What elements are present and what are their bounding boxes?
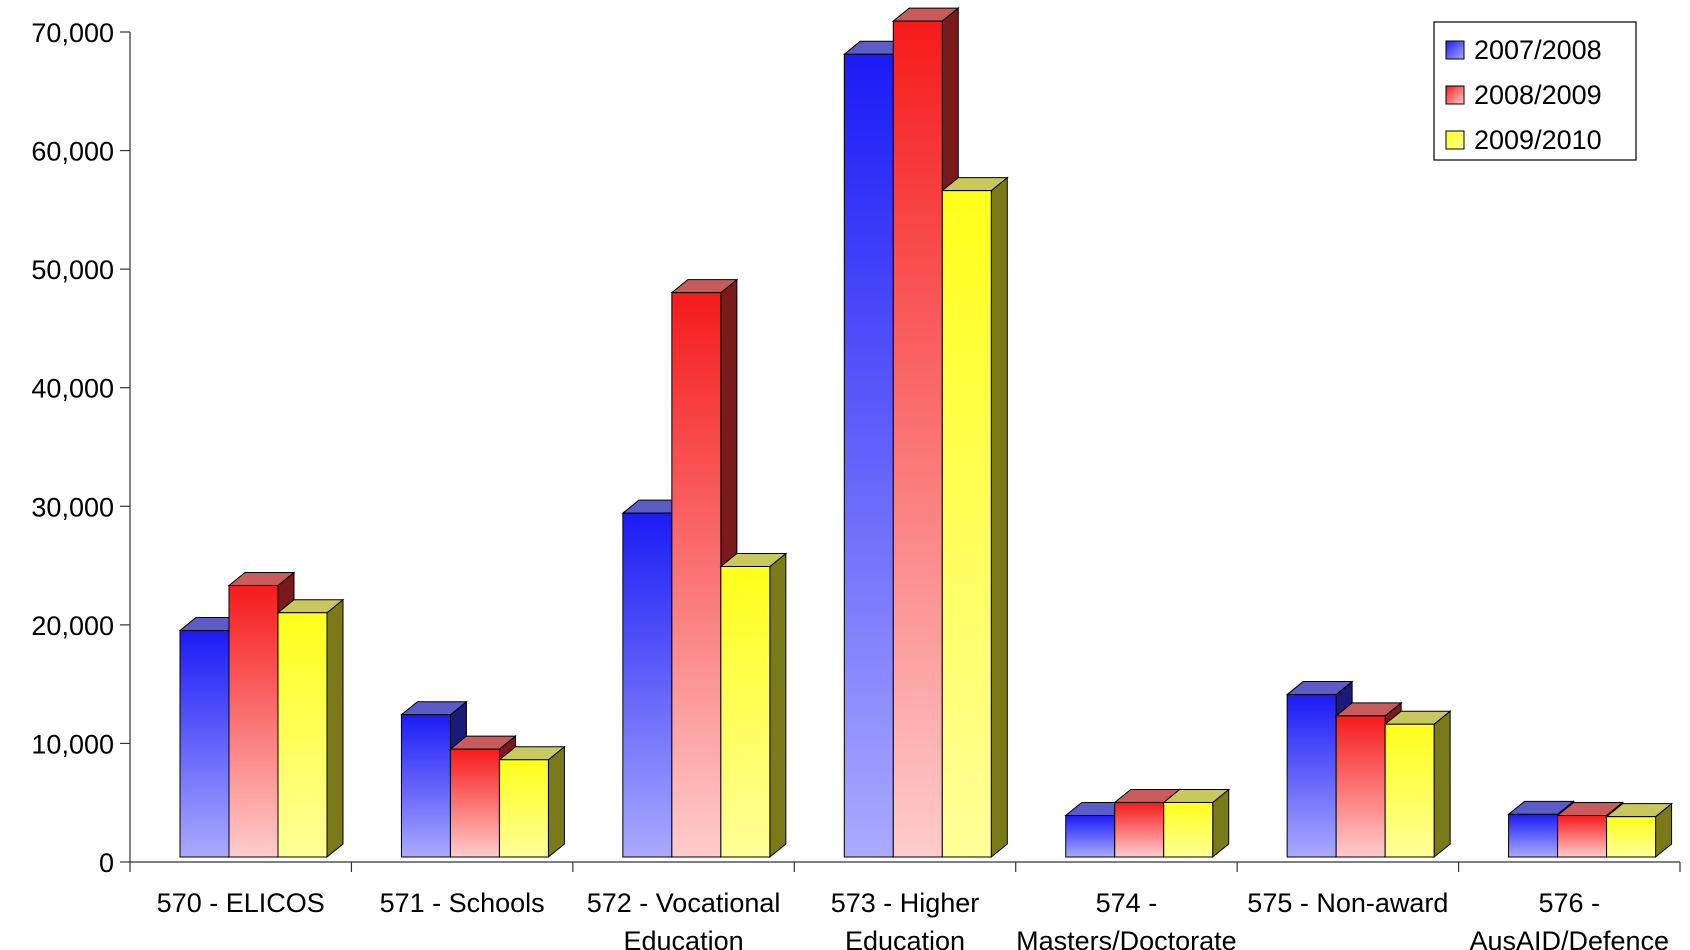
bar-2008-2009 — [1114, 801, 1165, 858]
bars — [178, 7, 1673, 859]
legend-label: 2009/2010 — [1474, 125, 1602, 155]
bar-2009-2010 — [941, 190, 992, 858]
bar-2007-2008 — [179, 630, 230, 858]
x-tick-label: 570 - ELICOS — [157, 888, 325, 918]
legend-swatch — [1445, 40, 1465, 60]
y-tick-label: 10,000 — [31, 729, 114, 759]
bar-2009-2010 — [498, 759, 549, 858]
y-tick-label: 50,000 — [31, 255, 114, 285]
x-tick-label: 571 - Schools — [380, 888, 545, 918]
labels: 0 10,000 20,000 30,000 40,000 50,000 60,000 70,… — [31, 18, 1669, 950]
bar-2007-2008 — [1508, 813, 1559, 858]
bar-2009-2010 — [277, 612, 328, 858]
bar-side-2009-2010 — [769, 552, 787, 859]
y-tick-label: 60,000 — [31, 137, 114, 167]
legend: 2007/2008 2008/2009 2009/2010 — [1433, 21, 1637, 161]
legend-box — [1433, 21, 1637, 161]
y-tick-label: 40,000 — [31, 374, 114, 404]
legend-swatch — [1445, 130, 1465, 150]
y-tick-label: 30,000 — [31, 492, 114, 522]
x-tick-label: 572 - Vocational — [587, 888, 781, 918]
x-tick-label: Masters/Doctorate — [1016, 926, 1237, 950]
x-tick-label: AusAID/Defence — [1469, 926, 1669, 950]
bar-2009-2010 — [1606, 816, 1657, 858]
bar-2007-2008 — [843, 53, 894, 858]
bar-2008-2009 — [1557, 815, 1608, 858]
bar-side-2009-2010 — [547, 745, 565, 859]
y-tick-label: 0 — [99, 848, 114, 878]
legend-label: 2008/2009 — [1474, 80, 1602, 110]
x-tick-label: 573 - Higher — [831, 888, 980, 918]
bar-2007-2008 — [400, 714, 451, 858]
x-tick-label: Education — [624, 926, 744, 950]
bar-2009-2010 — [1163, 801, 1214, 858]
legend-swatch — [1445, 85, 1465, 105]
bar-2009-2010 — [1384, 723, 1435, 858]
bar-2008-2009 — [228, 584, 279, 858]
bar-2007-2008 — [622, 512, 673, 858]
bar-2009-2010 — [720, 566, 771, 858]
bar-2008-2009 — [671, 292, 722, 858]
y-tick-label: 20,000 — [31, 611, 114, 641]
x-tick-label: Education — [845, 926, 965, 950]
bar-2007-2008 — [1065, 815, 1116, 858]
x-tick-label: 575 - Non-award — [1247, 888, 1448, 918]
bar-2007-2008 — [1286, 694, 1337, 858]
bar-2008-2009 — [449, 748, 500, 858]
bar-side-2009-2010 — [326, 598, 344, 859]
legend-label: 2007/2008 — [1474, 35, 1602, 65]
axes — [120, 31, 1681, 872]
x-tick-label: 576 - — [1539, 888, 1601, 918]
bar-2008-2009 — [1335, 715, 1386, 858]
x-tick-label: 574 - — [1096, 888, 1158, 918]
y-tick-label: 70,000 — [31, 18, 114, 48]
bar-side-2009-2010 — [1433, 710, 1451, 859]
bar-2008-2009 — [892, 20, 943, 858]
bar-side-2009-2010 — [990, 176, 1008, 859]
